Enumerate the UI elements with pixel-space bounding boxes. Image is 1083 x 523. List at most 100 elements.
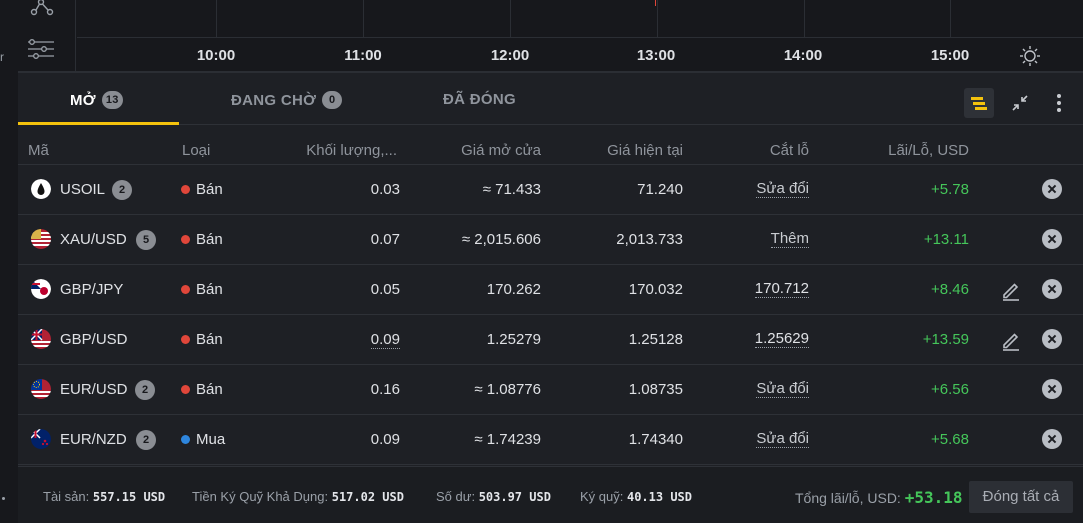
table-row[interactable]: EUR/USD 2 Bán 0.16 ≈ 1.08776 1.08735 Sửa… (18, 365, 1083, 415)
eur-usd-flag-icon (31, 379, 51, 399)
symbol-name: USOIL (60, 181, 106, 198)
tab-closed[interactable]: ĐÃ ĐÓNG (443, 91, 516, 108)
tab-pending[interactable]: ĐANG CHỜ 0 (231, 91, 343, 109)
tab-label: ĐANG CHỜ (231, 91, 317, 109)
table-row[interactable]: GBP/JPY Bán 0.05 170.262 170.032 170.712… (18, 265, 1083, 315)
volume-value: 0.09 (370, 431, 400, 448)
order-type: Bán (181, 181, 223, 198)
table-row[interactable]: GBP/USD Bán 0.09 1.25279 1.25128 1.25629… (18, 315, 1083, 365)
table-header: Mã Loại Khối lượng,... Giá mở cửa Giá hi… (18, 137, 1083, 165)
collapse-panel-button[interactable] (1005, 88, 1035, 118)
col-volume[interactable]: Khối lượng,... (306, 142, 397, 159)
grouping-button[interactable] (964, 88, 994, 118)
stop-loss-add-link[interactable]: Thêm (770, 230, 809, 248)
assets-stat: Tài sản: 557.15 USD (43, 489, 166, 504)
tab-open[interactable]: MỞ 13 (70, 91, 123, 109)
close-all-button[interactable]: Đóng tất cả (969, 481, 1073, 513)
open-price-value: 170.262 (486, 281, 541, 298)
symbol-name: XAU/USD (60, 231, 127, 248)
symbol-name: GBP/USD (60, 331, 128, 348)
grid-line (216, 0, 217, 38)
time-label: 14:00 (783, 47, 823, 64)
network-draw-icon[interactable] (26, 0, 56, 20)
open-price-value: ≈ 2,015.606 (461, 231, 541, 248)
position-count-badge[interactable]: 2 (135, 380, 155, 400)
sell-dot-icon (181, 335, 190, 344)
open-price-value: 1.25279 (486, 331, 541, 348)
col-open-price[interactable]: Giá mở cửa (461, 142, 541, 159)
close-position-icon[interactable] (1042, 429, 1062, 449)
position-count-badge[interactable]: 2 (112, 180, 132, 200)
volume-value[interactable]: 0.09 (370, 331, 400, 349)
table-row[interactable]: XAU/USD 5 Bán 0.07 ≈ 2,015.606 2,013.733… (18, 215, 1083, 265)
edge-label: r (0, 50, 4, 64)
chart-strip: 10:00 11:00 12:00 13:00 14:00 15:00 (18, 0, 1083, 73)
grid-line (950, 0, 951, 38)
current-price-value: 170.032 (628, 281, 683, 298)
current-price-value: 2,013.733 (616, 231, 683, 248)
chart-plot-area[interactable] (77, 0, 1083, 38)
order-type: Bán (181, 231, 223, 248)
settings-sliders-icon[interactable] (26, 36, 56, 62)
close-position-icon[interactable] (1042, 229, 1062, 249)
stop-loss-edit-link[interactable]: Sửa đổi (756, 430, 809, 448)
volume-value: 0.05 (370, 281, 400, 298)
close-position-icon[interactable] (1042, 329, 1062, 349)
time-label: 12:00 (490, 47, 530, 64)
tab-label: ĐÃ ĐÓNG (443, 91, 516, 108)
more-options-button[interactable] (1046, 88, 1076, 118)
gbp-usd-flag-icon (31, 329, 51, 349)
table-row[interactable]: USOIL 2 Bán 0.03 ≈ 71.433 71.240 Sửa đổi… (18, 165, 1083, 215)
col-profit-loss[interactable]: Lãi/Lỗ, USD (888, 142, 969, 159)
time-label: 11:00 (344, 47, 382, 64)
order-type: Bán (181, 281, 223, 298)
stop-loss-value[interactable]: 1.25629 (754, 330, 809, 348)
balance-stat: Số dư: 503.97 USD (436, 489, 551, 504)
col-type[interactable]: Loại (182, 142, 211, 159)
close-position-icon[interactable] (1042, 279, 1062, 299)
sell-dot-icon (181, 285, 190, 294)
layers-icon (971, 97, 987, 110)
price-marker (655, 0, 656, 6)
profit-loss-value: +8.46 (931, 281, 969, 298)
free-margin-stat: Tiền Ký Quỹ Khả Dụng: 517.02 USD (192, 489, 404, 504)
table-row[interactable]: EUR/NZD 2 Mua 0.09 ≈ 1.74239 1.74340 Sửa… (18, 415, 1083, 465)
stop-loss-value[interactable]: 170.712 (754, 280, 809, 298)
pencil-edit-icon[interactable] (999, 278, 1023, 302)
more-vertical-icon (1057, 94, 1061, 112)
assets-value: 557.15 USD (92, 490, 166, 504)
count-badge: 13 (101, 91, 123, 109)
edge-dot (2, 497, 5, 500)
order-type: Bán (181, 381, 223, 398)
grid-line (804, 0, 805, 38)
open-price-value: ≈ 71.433 (482, 181, 541, 198)
open-price-value: ≈ 1.08776 (474, 381, 541, 398)
grid-line (510, 0, 511, 38)
pencil-edit-icon[interactable] (999, 328, 1023, 352)
eur-nzd-flag-icon (31, 429, 51, 449)
close-position-icon[interactable] (1042, 379, 1062, 399)
col-symbol[interactable]: Mã (28, 142, 49, 159)
col-stop-loss[interactable]: Cắt lỗ (769, 142, 809, 159)
stop-loss-edit-link[interactable]: Sửa đổi (756, 380, 809, 398)
profit-loss-value: +5.68 (931, 431, 969, 448)
sell-dot-icon (181, 235, 190, 244)
close-position-icon[interactable] (1042, 179, 1062, 199)
order-type: Bán (181, 331, 223, 348)
brightness-icon[interactable] (1019, 45, 1041, 67)
current-price-value: 1.08735 (628, 381, 683, 398)
current-price-value: 71.240 (637, 181, 683, 198)
position-count-badge[interactable]: 2 (136, 430, 156, 450)
time-label: 15:00 (930, 47, 970, 64)
current-price-value: 1.74340 (628, 431, 683, 448)
volume-value: 0.03 (370, 181, 400, 198)
volume-value: 0.16 (370, 381, 400, 398)
col-current-price[interactable]: Giá hiện tại (607, 142, 683, 159)
stop-loss-edit-link[interactable]: Sửa đổi (756, 180, 809, 198)
free-margin-value: 517.02 USD (331, 490, 404, 504)
account-summary-bar: Tài sản: 557.15 USD Tiền Ký Quỹ Khả Dụng… (18, 466, 1083, 523)
margin-value: 40.13 USD (626, 490, 693, 504)
drawing-tools (18, 0, 76, 73)
position-count-badge[interactable]: 5 (136, 230, 156, 250)
